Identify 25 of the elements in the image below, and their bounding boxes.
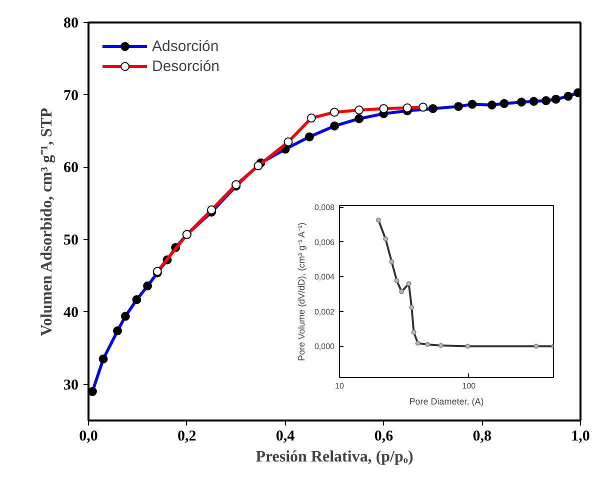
y-tick-label: 0,006 [314,238,336,247]
y-tick-label: 0,008 [314,203,336,212]
x-tick-label: 0,2 [178,428,196,444]
x-tick-label: 0,4 [276,428,296,444]
legend-label: Adsorción [152,38,219,54]
legend-label: Desorción [152,58,220,74]
y-tick-label: 30 [64,377,78,394]
y-axis-title: Volumen Adsorbido, cm³ g⁻¹, STP [38,108,56,336]
y-axis-title: Pore Volume (dV/dD), (cm³ g⁻¹ A⁻¹) [296,222,306,362]
x-axis-title: Presión Relativa, (p/pₒ) [256,448,414,466]
y-tick-label: 80 [64,16,78,32]
x-tick-label: 1,0 [571,428,590,444]
x-tick-label: 10 [335,382,344,390]
x-tick-label: 100 [462,382,476,390]
y-tick-label: 50 [64,232,78,249]
x-axis-title: Pore Diameter, (A) [409,396,484,406]
y-tick-label: 40 [64,304,78,321]
y-tick-label: 60 [64,160,78,176]
y-tick-label: 0,004 [314,272,336,282]
x-tick-label: 0,0 [79,428,98,444]
y-tick-label: 0,002 [314,307,336,316]
y-tick-label: 0,000 [314,342,336,352]
x-tick-label: 0,6 [374,428,394,444]
x-tick-label: 0,8 [472,428,492,444]
y-tick-label: 70 [64,88,78,104]
